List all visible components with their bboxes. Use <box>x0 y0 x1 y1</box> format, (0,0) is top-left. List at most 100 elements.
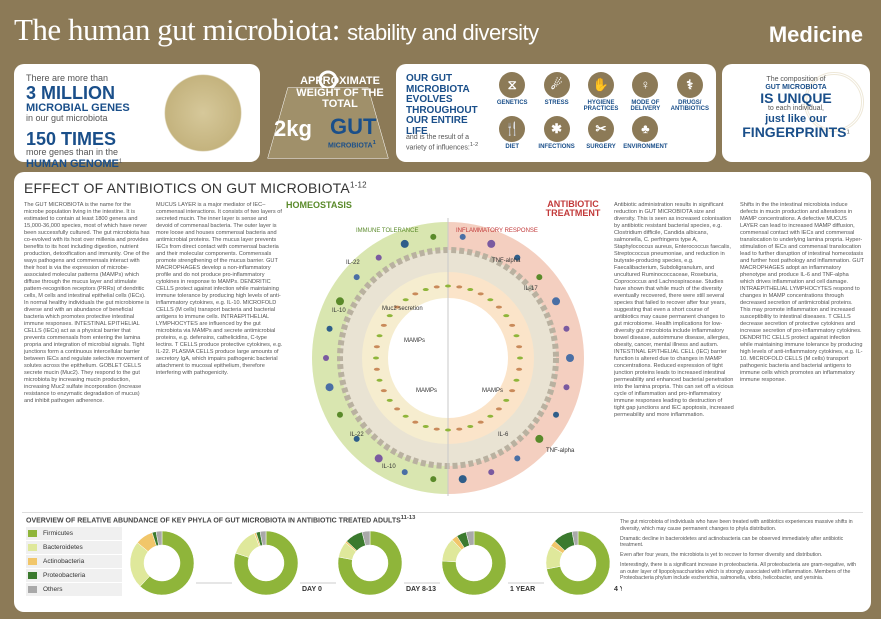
immune-cell <box>335 297 344 306</box>
genes-panel: There are more than 3 MILLION MICROBIAL … <box>14 64 260 170</box>
delivery-icon: ♀ <box>632 72 659 98</box>
bacterium <box>376 334 383 338</box>
bacterium <box>495 305 502 309</box>
immune-cell <box>563 325 570 332</box>
immune-cell <box>514 455 521 462</box>
immune-cell <box>488 469 495 476</box>
pie-slice <box>233 530 299 596</box>
weight-kg: 2kg <box>274 116 312 141</box>
hygiene-icon: ✋ <box>587 72 614 98</box>
bacterium <box>467 424 474 428</box>
bacterium <box>445 284 451 288</box>
overview-title-sup: 11-13 <box>400 515 416 521</box>
overview-section: OVERVIEW OF RELATIVE ABUNDANCE OF KEY PH… <box>22 512 863 608</box>
influence-6: ✱ INFECTIONS <box>534 116 578 150</box>
bacterium <box>394 305 401 309</box>
life-panel: OUR GUT MICROBIOTA EVOLVES THROUGHOUT OU… <box>396 64 716 162</box>
legend-swatch <box>28 572 37 579</box>
diagram-label: IL-6 <box>498 432 509 438</box>
immune-cell <box>353 274 360 281</box>
immune-cell <box>563 384 570 391</box>
influence-4: ⚕ DRUGS/ ANTIBIOTICS <box>668 72 712 112</box>
col-antibiotic-effects: Antibiotic administration results in sig… <box>614 202 734 418</box>
bacterium <box>456 285 463 289</box>
influence-label: DIET <box>505 144 520 150</box>
section-title-text: EFFECT OF ANTIBIOTICS ON GUT MICROBIOTA <box>24 180 350 196</box>
diagram-label: TNF-alpha <box>492 258 521 264</box>
bacterium <box>422 288 429 292</box>
legend-label: Bacteroidetes <box>43 544 83 551</box>
influence-2: ✋ HYGIENE PRACTICES <box>579 72 623 112</box>
genes-mid2: HUMAN GENOME <box>26 157 119 170</box>
antibiotic-label: ANTIBIOTIC TREATMENT <box>545 199 601 219</box>
section-title: EFFECT OF ANTIBIOTICS ON GUT MICROBIOTA1… <box>24 180 367 196</box>
unique-line2: to each individual, <box>767 105 825 113</box>
influence-label: ENVIRONMENT <box>623 144 668 150</box>
pie-slice <box>465 530 475 546</box>
legend-swatch <box>28 530 37 537</box>
overview-note: Dramatic decline in bacteroidetes and ac… <box>620 535 844 549</box>
genes-mid1: MICROBIAL GENES <box>26 101 130 114</box>
legend-label: Others <box>43 586 63 593</box>
bacterium <box>380 323 387 327</box>
diagram-label: Muc2 secretion <box>382 306 423 312</box>
medicine-logo: Medicine <box>768 22 863 47</box>
pie-slice <box>155 530 163 546</box>
pie-label: DAY 0 <box>302 586 322 593</box>
col-homeostasis-cells: MUCUS LAYER is a major mediator of IEC–c… <box>156 202 283 376</box>
drugs-icon: ⚕ <box>676 72 703 98</box>
influence-1: ☄ STRESS <box>534 72 578 112</box>
pie-slice <box>337 530 403 596</box>
immune-cell <box>325 383 334 392</box>
bacterium <box>433 427 440 431</box>
overview-title: OVERVIEW OF RELATIVE ABUNDANCE OF KEY PH… <box>26 517 401 525</box>
environment-icon: ♣ <box>632 116 659 142</box>
immune-cell <box>375 254 382 261</box>
bacterium <box>380 389 387 393</box>
pie-label: 4 YEARS <box>614 586 622 593</box>
diagram-label: IL-22 <box>350 432 364 438</box>
legend-item: Proteobacteria <box>26 569 122 582</box>
bacterium <box>402 414 409 418</box>
page-title: The human gut microbiota: stability and … <box>14 12 539 48</box>
bacterium <box>503 314 510 318</box>
gut-diagram: HOMEOSTASIS ANTIBIOTIC TREATMENT IL-22 IL… <box>286 192 610 496</box>
overview-note: Interestingly, there is a significant in… <box>620 561 857 582</box>
influence-7: ✂ SURGERY <box>579 116 623 150</box>
immune-cell <box>323 355 329 361</box>
life-subtext: and is the result of a variety of influe… <box>406 134 470 152</box>
bacterium <box>394 407 401 411</box>
bacterium <box>509 389 516 393</box>
life-heading: OUR GUT MICROBIOTA EVOLVES THROUGHOUT OU… <box>406 73 478 137</box>
bacterium <box>373 356 379 360</box>
bacterium <box>477 420 484 424</box>
overview-note: Even after four years, the microbiota is… <box>620 552 823 558</box>
pie-label: DAY 8-13 <box>406 586 436 593</box>
immune-cell <box>430 233 437 240</box>
gut-cross-section: IL-22 IL-10 Muc2 secretion MAMPs MAMPs MAMPs T… <box>312 218 584 496</box>
genes-line3: more genes than in the <box>26 146 119 157</box>
fingerprint-icon <box>804 72 864 132</box>
bacterium <box>477 292 484 296</box>
col-microbiota: The GUT MICROBIOTA is the name for the m… <box>24 202 150 404</box>
influences-grid: ⧖ GENETICS ☄ STRESS ✋ HYGIENE PRACTICES ♀ MODE … <box>490 72 712 150</box>
bacterium <box>412 292 419 296</box>
immune-cell <box>514 254 521 261</box>
weight-microbiota: MICROBIOTA <box>328 142 373 150</box>
phyla-legend: Firmicutes Bacteroidetes Actinobacteria Pro… <box>26 527 122 597</box>
header: The human gut microbiota: stability and … <box>0 0 881 62</box>
weight-panel: APPROXIMATE WEIGHT OF THE TOTAL 2kg GUT … <box>266 64 390 162</box>
bacterium <box>509 323 516 327</box>
bacterium <box>467 288 474 292</box>
immune-cell <box>401 469 408 476</box>
overview-note: The gut microbiota of individuals who ha… <box>620 519 853 532</box>
life-sup: 1-2 <box>469 141 479 148</box>
genes-line2: in our gut microbiota <box>26 112 108 123</box>
legend-label: Firmicutes <box>43 530 73 537</box>
bacterium <box>516 345 523 349</box>
bacterium <box>373 367 380 371</box>
pie-slice <box>361 530 371 546</box>
influence-5: 🍴 DIET <box>490 116 534 150</box>
bacteria-illustration <box>154 74 252 152</box>
influence-8: ♣ ENVIRONMENT <box>623 116 668 150</box>
